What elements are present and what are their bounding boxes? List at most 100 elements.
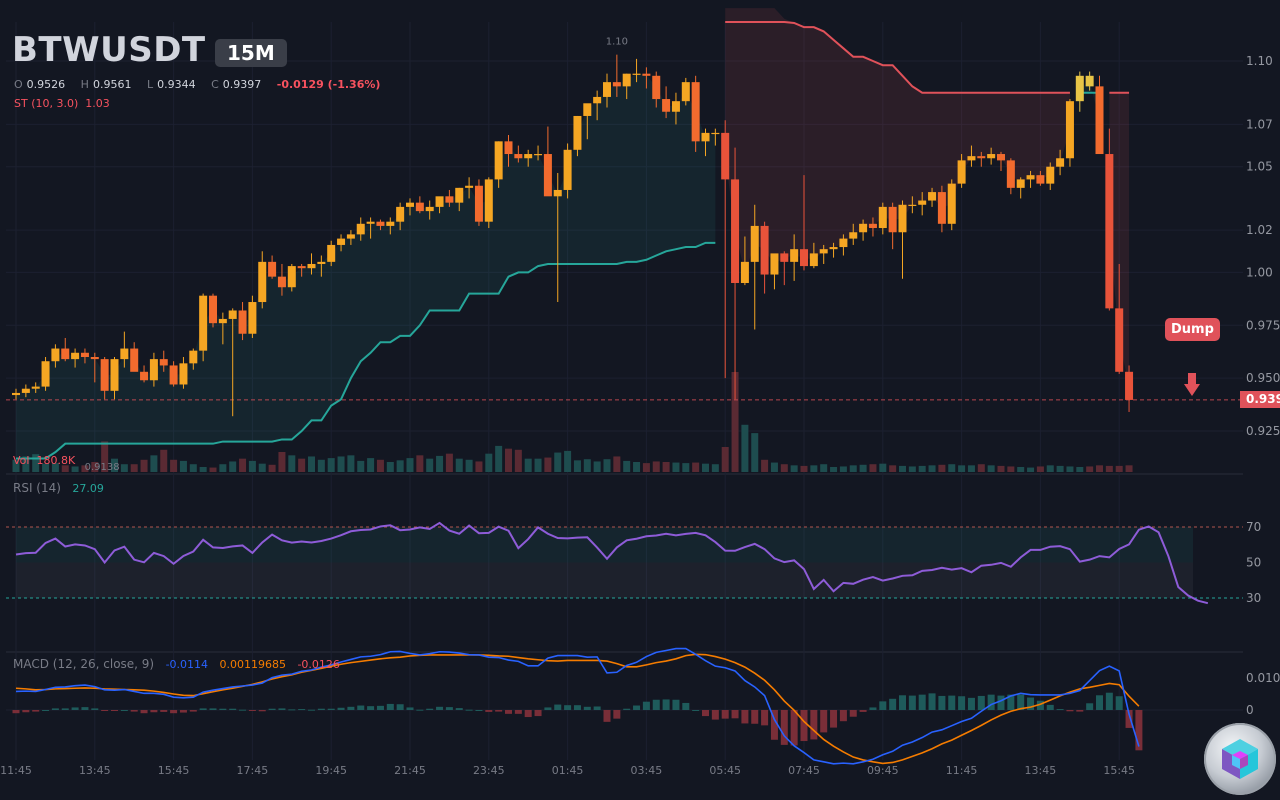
candle-body — [297, 266, 306, 269]
macd-histogram-bar — [810, 710, 818, 740]
candle-body — [731, 179, 740, 283]
candle-body — [465, 185, 474, 188]
volume-bar — [347, 455, 355, 472]
candle-body — [662, 99, 671, 112]
volume-bar — [573, 460, 581, 472]
candle-body — [524, 154, 533, 159]
volume-bar — [682, 463, 690, 472]
candle-body — [721, 132, 730, 180]
macd-histogram-bar — [51, 708, 59, 710]
macd-histogram-bar — [731, 710, 739, 719]
macd-histogram-bar — [554, 704, 562, 710]
macd-histogram-bar — [564, 705, 572, 710]
volume-bar — [1096, 465, 1103, 472]
interval-badge[interactable]: 15M — [215, 39, 287, 67]
volume-bar — [455, 458, 463, 472]
macd-line-value: -0.0114 — [165, 658, 209, 671]
volume-bar — [436, 455, 444, 472]
macd-histogram-bar — [1056, 709, 1064, 711]
macd-tick-label: 0 — [1246, 703, 1254, 717]
macd-histogram-bar — [770, 710, 778, 740]
volume-bar — [928, 465, 936, 472]
macd-histogram-bar — [367, 706, 375, 710]
rsi-lower-band — [16, 562, 1193, 598]
volume-bar — [721, 447, 729, 472]
panel-bg-1 — [6, 476, 1243, 650]
volume-bar — [367, 458, 375, 472]
macd-histogram-bar — [534, 710, 542, 717]
macd-histogram-bar — [189, 710, 197, 712]
macd-histogram-bar — [711, 710, 719, 720]
volume-bar — [199, 467, 207, 472]
rsi-legend: RSI (14) 27.09 — [13, 481, 104, 495]
volume-bar — [800, 465, 808, 472]
macd-histogram-bar — [593, 706, 601, 710]
candle-body — [376, 221, 385, 226]
volume-bar — [967, 465, 975, 472]
macd-histogram-bar — [416, 709, 424, 711]
candle-body — [898, 204, 907, 233]
change-value: -0.0129 (-1.36%) — [276, 78, 381, 91]
candle-body — [928, 192, 937, 201]
candle-body — [396, 206, 405, 222]
macd-histogram-bar — [32, 710, 40, 712]
candle-body — [189, 350, 198, 364]
x-tick-label: 17:45 — [237, 764, 269, 777]
macd-histogram-bar — [642, 701, 650, 710]
macd-histogram-bar — [91, 708, 99, 710]
macd-histogram-bar — [111, 710, 118, 711]
y-tick-label: 1.10 — [1246, 54, 1273, 68]
macd-histogram-bar — [465, 709, 473, 711]
macd-histogram-bar — [101, 710, 109, 711]
macd-histogram-bar — [308, 709, 315, 711]
candle-body — [149, 359, 158, 381]
volume-bar — [603, 459, 611, 472]
volume-bar — [859, 464, 867, 472]
macd-histogram-bar — [544, 707, 552, 710]
macd-histogram-bar — [859, 710, 867, 712]
volume-bar — [130, 464, 138, 472]
macd-signal-line — [15, 653, 1140, 765]
macd-histogram-bar — [603, 710, 611, 722]
volume-bar — [140, 459, 148, 472]
candle-body — [908, 204, 917, 206]
macd-histogram-bar — [248, 710, 256, 711]
macd-histogram-bar — [445, 707, 453, 710]
candle-body — [563, 149, 572, 190]
macd-histogram-bar — [928, 693, 936, 710]
candle-body — [760, 225, 769, 275]
candle-body — [346, 234, 355, 239]
volume-bar — [308, 456, 315, 472]
candle-body — [228, 310, 237, 319]
macd-histogram-bar — [22, 710, 30, 713]
volume-bar — [485, 453, 493, 472]
volume-bar — [1036, 466, 1044, 472]
candle-body — [356, 223, 365, 235]
candle-body — [868, 223, 877, 229]
volume-bar — [12, 459, 20, 472]
volume-bar — [465, 459, 473, 472]
x-tick-label: 23:45 — [473, 764, 505, 777]
macd-histogram-bar — [1007, 694, 1015, 710]
low-value: 0.9344 — [157, 78, 196, 91]
ohlc-legend: O 0.9526 H 0.9561 L 0.9344 C 0.9397 -0.0129 … — [14, 78, 380, 91]
macd-label: MACD (12, 26, close, 9) — [13, 657, 155, 671]
histogram-value: -0.0126 — [297, 658, 340, 671]
macd-histogram-bar — [967, 697, 975, 710]
macd-histogram-bar — [573, 705, 581, 710]
macd-histogram-bar — [830, 710, 838, 728]
volume-bar — [514, 449, 522, 472]
candle-body — [71, 352, 80, 360]
macd-histogram-bar — [672, 699, 680, 710]
macd-histogram-bar — [839, 710, 847, 722]
candle-body — [327, 244, 336, 262]
macd-histogram-bar — [179, 710, 187, 713]
volume-bar — [849, 465, 857, 472]
volume-bar — [111, 458, 118, 472]
volume-bar — [908, 466, 916, 472]
candle-body — [711, 132, 720, 135]
macd-histogram-bar — [327, 708, 335, 710]
volume-bar — [1105, 465, 1113, 472]
